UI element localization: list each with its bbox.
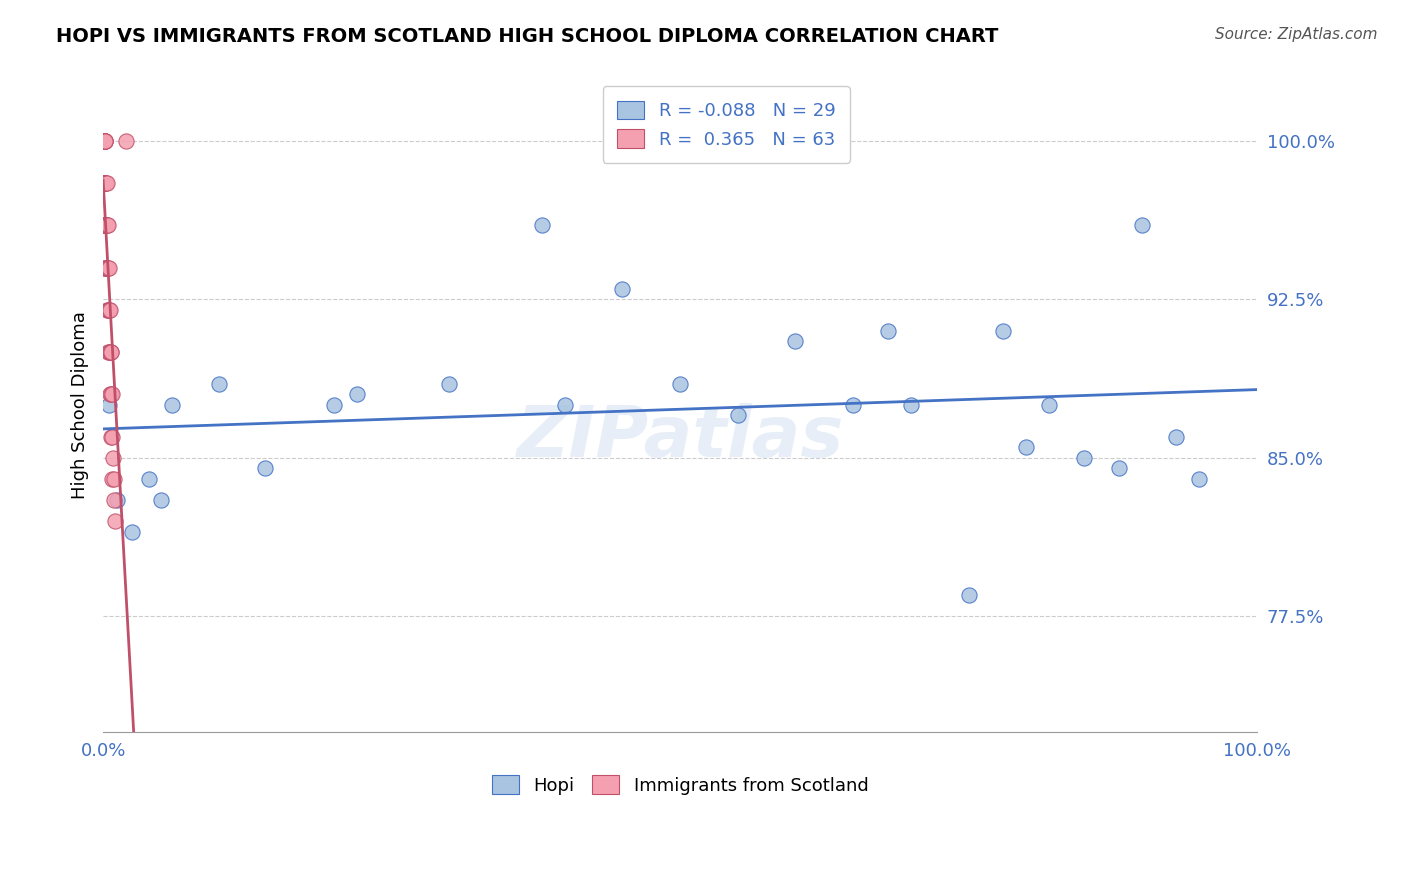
Point [94,134,117,148]
Point [97,302,120,317]
Point [93,219,115,233]
Point [100,387,122,401]
Point [98,387,121,401]
Point [100,345,122,359]
Point [439,376,461,391]
Point [101,450,124,465]
Point [96,219,118,233]
Point [96,176,118,190]
Point [97,219,120,233]
Point [876,324,898,338]
Point [207,376,229,391]
Point [93,134,115,148]
Point [93,134,115,148]
Point [101,429,124,443]
Point [93,176,115,190]
Point [101,472,124,486]
Point [149,492,172,507]
Point [101,387,124,401]
Point [957,588,980,602]
Point [97,345,120,359]
Point [93,176,115,190]
Point [94,176,117,190]
Point [93,134,115,148]
Point [98,302,121,317]
Point [93,219,115,233]
Point [93,134,115,148]
Point [93,134,115,148]
Point [1073,450,1095,465]
Point [93,134,115,148]
Point [162,398,184,412]
Point [554,398,576,412]
Point [1108,461,1130,475]
Point [97,302,120,317]
Legend: Hopi, Immigrants from Scotland: Hopi, Immigrants from Scotland [485,768,876,802]
Point [93,176,115,190]
Point [842,398,865,412]
Point [93,134,115,148]
Point [96,219,118,233]
Point [1038,398,1060,412]
Point [900,398,922,412]
Point [93,134,115,148]
Point [97,260,120,275]
Point [115,134,138,148]
Point [991,324,1014,338]
Point [93,134,115,148]
Point [98,302,121,317]
Point [93,134,115,148]
Point [727,409,749,423]
Point [96,302,118,317]
Point [93,134,115,148]
Point [93,260,115,275]
Point [253,461,276,475]
Point [93,176,115,190]
Point [96,260,118,275]
Point [105,492,128,507]
Point [1188,472,1211,486]
Point [93,176,115,190]
Point [785,334,807,349]
Point [94,176,117,190]
Point [94,260,117,275]
Point [93,134,115,148]
Point [100,345,122,359]
Point [96,260,118,275]
Point [93,219,115,233]
Point [1166,429,1188,443]
Point [669,376,692,391]
Point [93,219,115,233]
Point [103,472,125,486]
Point [98,345,121,359]
Point [346,387,368,401]
Point [530,219,553,233]
Point [612,282,634,296]
Point [104,514,127,528]
Point [138,472,160,486]
Point [100,429,122,443]
Point [94,219,117,233]
Y-axis label: High School Diploma: High School Diploma [72,311,89,499]
Point [322,398,344,412]
Point [94,219,117,233]
Point [1015,440,1038,454]
Point [98,345,121,359]
Text: ZIPatlas: ZIPatlas [516,403,844,472]
Point [93,134,115,148]
Point [103,492,125,507]
Point [121,524,143,539]
Point [97,398,120,412]
Point [1130,219,1153,233]
Point [93,134,115,148]
Text: Source: ZipAtlas.com: Source: ZipAtlas.com [1215,27,1378,42]
Point [94,176,117,190]
Point [94,219,117,233]
Point [97,260,120,275]
Point [94,260,117,275]
Text: HOPI VS IMMIGRANTS FROM SCOTLAND HIGH SCHOOL DIPLOMA CORRELATION CHART: HOPI VS IMMIGRANTS FROM SCOTLAND HIGH SC… [56,27,998,45]
Point [94,134,117,148]
